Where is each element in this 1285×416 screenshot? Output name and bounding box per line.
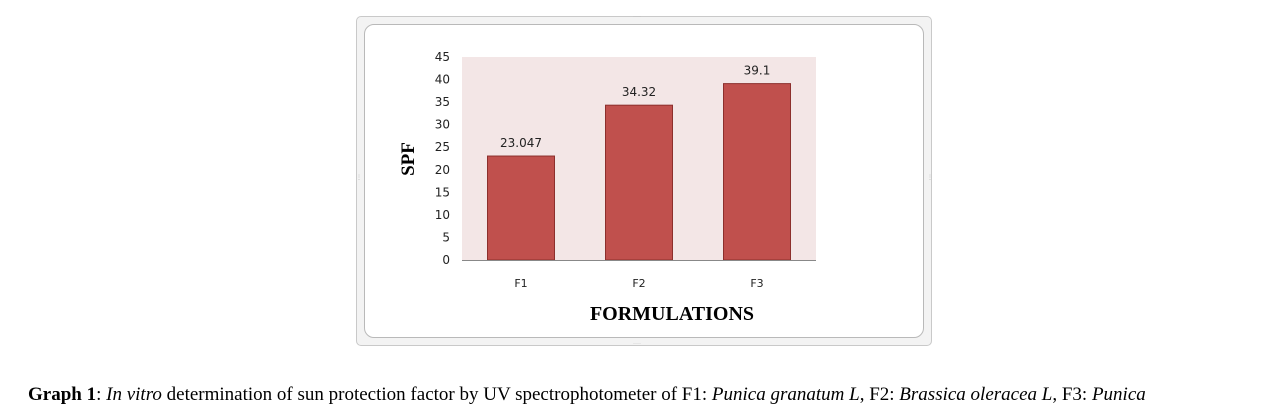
resize-handle-bottom[interactable]: ···· [633,341,641,347]
data-labels: 23.047 34.32 39.1 [500,64,770,150]
caption-text-2: , F2: [859,384,900,405]
resize-handle-left[interactable]: ⋮ [356,175,362,181]
bar-f1 [487,155,555,261]
y-tick-label: 5 [442,230,450,244]
caption-text-3: , F3: [1052,384,1092,405]
resize-handle-right[interactable]: ⋮ [927,175,933,181]
y-tick-label: 10 [435,208,450,222]
x-axis-label: FORMULATIONS [590,303,754,325]
x-tick-label: F1 [514,277,527,290]
caption-label: Graph 1 [28,384,97,405]
data-label-f3: 39.1 [744,64,771,78]
bar-f3 [723,83,791,261]
resize-handle-top[interactable]: ···· [633,14,641,20]
x-tick-label: F2 [632,277,645,290]
y-axis-label: SPF [398,142,419,176]
caption-italic-in-vitro: In vitro [106,384,162,405]
x-axis-ticks: F1 F2 F3 [514,277,763,290]
caption-italic-brassica-oleracea: Brassica oleracea L [899,384,1053,405]
figure-caption: Graph 1: In vitro determination of sun p… [28,384,1285,406]
y-tick-label: 40 [435,73,450,87]
y-tick-label: 0 [442,253,450,267]
y-tick-label: 20 [435,163,450,177]
bar-f2 [605,104,673,261]
y-tick-label: 35 [435,95,450,109]
y-tick-label: 25 [435,140,450,154]
bars [487,83,791,261]
caption-text-1: determination of sun protection factor b… [161,384,712,405]
y-tick-label: 30 [435,118,450,132]
y-tick-label: 45 [435,50,450,64]
data-label-f1: 23.047 [500,136,542,150]
x-tick-label: F3 [750,277,763,290]
caption-separator: : [96,384,107,405]
y-axis-ticks: 0 5 10 15 20 25 30 35 40 45 [435,50,450,267]
y-tick-label: 15 [435,185,450,199]
data-label-f2: 34.32 [622,85,656,99]
caption-italic-punica: Punica [1091,384,1146,405]
caption-italic-punica-granatum: Punica granatum L [711,384,860,405]
